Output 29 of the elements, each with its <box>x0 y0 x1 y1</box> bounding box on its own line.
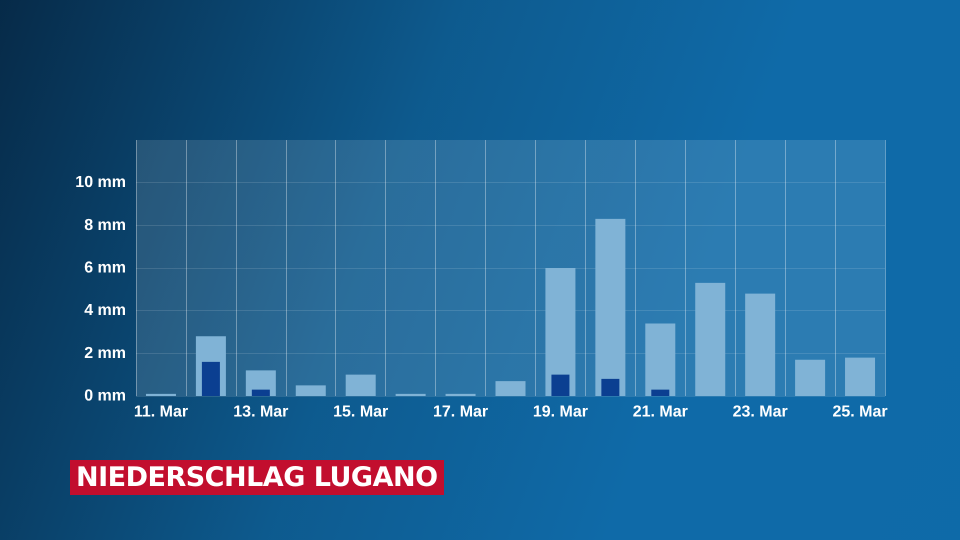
x-tick-label: 13. Mar <box>233 404 288 420</box>
x-tick-label: 15. Mar <box>333 404 388 420</box>
bar <box>551 374 570 396</box>
bar <box>601 378 620 396</box>
y-tick-label: 10 mm <box>75 174 126 192</box>
y-tick-label: 0 mm <box>84 388 126 404</box>
bar <box>252 390 270 396</box>
bar <box>745 294 776 396</box>
bar <box>795 360 826 396</box>
text: NIEDERSCHLAG LUGANO <box>70 460 444 495</box>
bar <box>202 362 220 396</box>
bar <box>595 218 626 396</box>
x-tick-label: 11. Mar <box>134 404 188 420</box>
x-tick-label: 25. Mar <box>832 404 888 420</box>
x-tick-label: 23. Mar <box>732 404 788 420</box>
bar <box>346 374 376 396</box>
y-tick-label: 8 mm <box>84 216 126 234</box>
bar <box>651 390 670 396</box>
x-tick-label: 21. Mar <box>632 404 688 420</box>
bar <box>695 282 726 396</box>
bar <box>296 385 326 396</box>
bar <box>496 381 526 396</box>
x-tick-label: 19. Mar <box>532 404 588 420</box>
y-tick-label: 4 mm <box>84 302 126 320</box>
y-tick-label: 2 mm <box>84 344 126 362</box>
y-tick-label: 6 mm <box>84 260 126 276</box>
bar <box>845 358 876 396</box>
bar <box>645 323 676 396</box>
x-tick-label: 17. Mar <box>432 404 488 420</box>
